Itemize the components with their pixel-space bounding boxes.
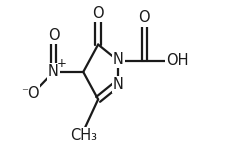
Text: ⁻: ⁻ (21, 87, 28, 100)
Text: O: O (27, 86, 39, 101)
Text: CH₃: CH₃ (70, 128, 96, 143)
Text: O: O (138, 10, 149, 25)
Text: O: O (47, 28, 59, 43)
Text: +: + (57, 57, 67, 70)
Text: N: N (48, 64, 59, 79)
Text: N: N (112, 77, 123, 92)
Text: N: N (112, 52, 123, 67)
Text: O: O (92, 6, 104, 21)
Text: OH: OH (165, 54, 188, 68)
